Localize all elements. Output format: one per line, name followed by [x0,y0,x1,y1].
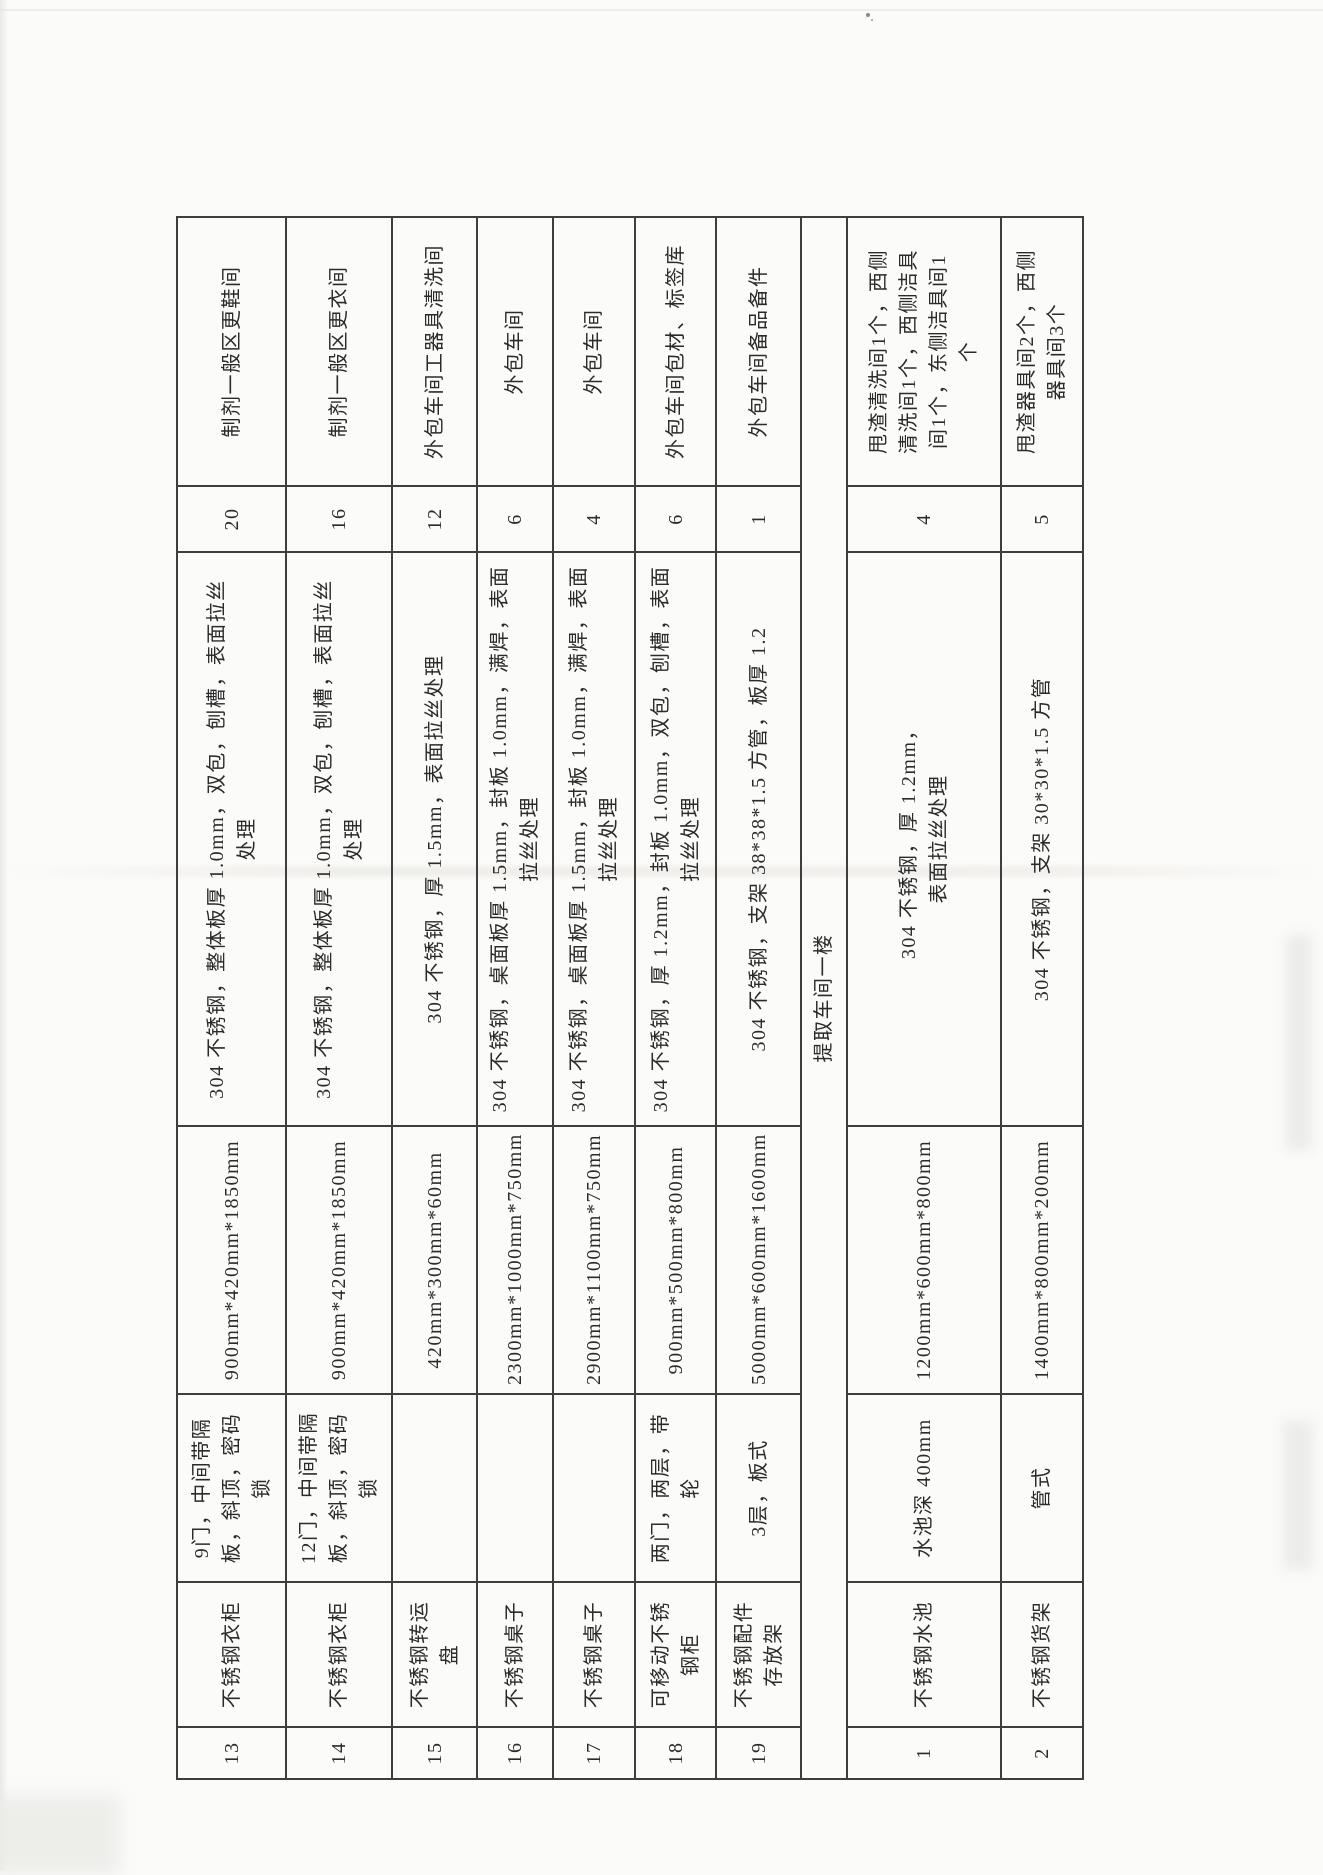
cell-spec: 管式 [1001,1394,1083,1582]
scan-artifact-corner-shadow [0,1795,120,1875]
cell-qty: 6 [635,486,716,552]
scan-artifact-speck [866,13,870,17]
cell-material: 304 不锈钢，厚 1.2mm，封板 1.0mm，双包，刨槽，表面 拉丝处理 [635,552,716,1126]
cell-location: 外包车间工器具清洗间 [392,217,477,486]
cell-qty: 4 [847,486,1001,552]
cell-qty: 6 [477,486,553,552]
cell-name: 不锈钢货架 [1001,1582,1083,1727]
cell-location: 外包车间包材、标签库 [635,217,716,486]
cell-material: 304 不锈钢，厚 1.2mm， 表面拉丝处理 [847,552,1001,1126]
section-row: 提取车间一楼 [801,217,847,1779]
cell-name: 不锈钢配件 存放架 [716,1582,801,1727]
cell-dims: 900mm*500mm*800mm [635,1126,716,1394]
cell-index: 19 [716,1727,801,1779]
cell-dims: 2900mm*1100mm*750mm [553,1126,635,1394]
cell-dims: 2300mm*1000mm*750mm [477,1126,553,1394]
scan-artifact-smudge [1286,935,1312,1150]
scan-artifact-smudge [1283,1420,1313,1570]
cell-material: 304 不锈钢，桌面板厚 1.5mm，封板 1.0mm，满焊，表面 拉丝处理 [553,552,635,1126]
cell-material: 304 不锈钢，支架 30*30*1.5 方管 [1001,552,1083,1126]
cell-dims: 900mm*420mm*1850mm [177,1126,286,1394]
cell-qty: 4 [553,486,635,552]
scan-artifact-edge-shadow [0,0,8,1871]
cell-dims: 1400mm*800mm*200mm [1001,1126,1083,1394]
table-row: 15 不锈钢转运 盘 420mm*300mm*60mm 304 不锈钢，厚 1.… [392,217,477,1779]
cell-location: 制剂一般区更鞋间 [177,217,286,486]
cell-qty: 5 [1001,486,1083,552]
table-row: 16 不锈钢桌子 2300mm*1000mm*750mm 304 不锈钢，桌面板… [477,217,553,1779]
table-row: 2 不锈钢货架 管式 1400mm*800mm*200mm 304 不锈钢，支架… [1001,217,1083,1779]
cell-dims: 420mm*300mm*60mm [392,1126,477,1394]
cell-spec: 3层，板式 [716,1394,801,1582]
cell-dims: 5000mm*600mm*1600mm [716,1126,801,1394]
cell-name: 不锈钢桌子 [553,1582,635,1727]
cell-material: 304 不锈钢，桌面板厚 1.5mm，封板 1.0mm，满焊，表面 拉丝处理 [477,552,553,1126]
cell-material: 304 不锈钢，支架 38*38*1.5 方管，板厚 1.2 [716,552,801,1126]
cell-spec: 两门，两层，带 轮 [635,1394,716,1582]
table-row: 19 不锈钢配件 存放架 3层，板式 5000mm*600mm*1600mm 3… [716,217,801,1779]
cell-qty: 16 [286,486,392,552]
table-row: 13 不锈钢衣柜 9门，中间带隔 板，斜顶，密码 锁 900mm*420mm*1… [177,217,286,1779]
cell-spec [392,1394,477,1582]
cell-index: 13 [177,1727,286,1779]
cell-location: 甩渣清洗间1个，西侧 清洗间1个，西侧洁具 间1个，东侧洁具间1 个 [847,217,1001,486]
cell-spec [477,1394,553,1582]
cell-name: 不锈钢转运 盘 [392,1582,477,1727]
table-row: 1 不锈钢水池 水池深 400mm 1200mm*600mm*800mm 304… [847,217,1001,1779]
cell-location: 外包车间 [553,217,635,486]
cell-location: 外包车间备品备件 [716,217,801,486]
scan-artifact-top-hairline [0,9,1323,11]
cell-index: 15 [392,1727,477,1779]
cell-index: 17 [553,1727,635,1779]
cell-material: 304 不锈钢，整体板厚 1.0mm，双包，刨槽，表面拉丝 处理 [286,552,392,1126]
cell-spec: 9门，中间带隔 板，斜顶，密码 锁 [177,1394,286,1582]
cell-spec: 12门，中间带隔 板，斜顶，密码 锁 [286,1394,392,1582]
cell-location: 甩渣器具间2个，西侧 器具间3个 [1001,217,1083,486]
cell-dims: 1200mm*600mm*800mm [847,1126,1001,1394]
cell-index: 14 [286,1727,392,1779]
cell-material: 304 不锈钢，整体板厚 1.0mm，双包，刨槽，表面拉丝 处理 [177,552,286,1126]
cell-name: 不锈钢水池 [847,1582,1001,1727]
cell-location: 外包车间 [477,217,553,486]
cell-qty: 12 [392,486,477,552]
cell-name: 不锈钢衣柜 [177,1582,286,1727]
cell-name: 可移动不锈 钢柜 [635,1582,716,1727]
equipment-table: 13 不锈钢衣柜 9门，中间带隔 板，斜顶，密码 锁 900mm*420mm*1… [176,216,1084,1780]
cell-index: 16 [477,1727,553,1779]
cell-name: 不锈钢桌子 [477,1582,553,1727]
cell-dims: 900mm*420mm*1850mm [286,1126,392,1394]
cell-name: 不锈钢衣柜 [286,1582,392,1727]
cell-qty: 1 [716,486,801,552]
cell-spec: 水池深 400mm [847,1394,1001,1582]
section-header-cell: 提取车间一楼 [801,217,847,1779]
table-row: 14 不锈钢衣柜 12门，中间带隔 板，斜顶，密码 锁 900mm*420mm*… [286,217,392,1779]
rotated-table-container: 13 不锈钢衣柜 9门，中间带隔 板，斜顶，密码 锁 900mm*420mm*1… [176,216,1084,1780]
cell-location: 制剂一般区更衣间 [286,217,392,486]
table-row: 17 不锈钢桌子 2900mm*1100mm*750mm 304 不锈钢，桌面板… [553,217,635,1779]
cell-material: 304 不锈钢，厚 1.5mm，表面拉丝处理 [392,552,477,1126]
table-row: 18 可移动不锈 钢柜 两门，两层，带 轮 900mm*500mm*800mm … [635,217,716,1779]
cell-spec [553,1394,635,1582]
cell-qty: 20 [177,486,286,552]
cell-index: 2 [1001,1727,1083,1779]
cell-index: 1 [847,1727,1001,1779]
cell-index: 18 [635,1727,716,1779]
